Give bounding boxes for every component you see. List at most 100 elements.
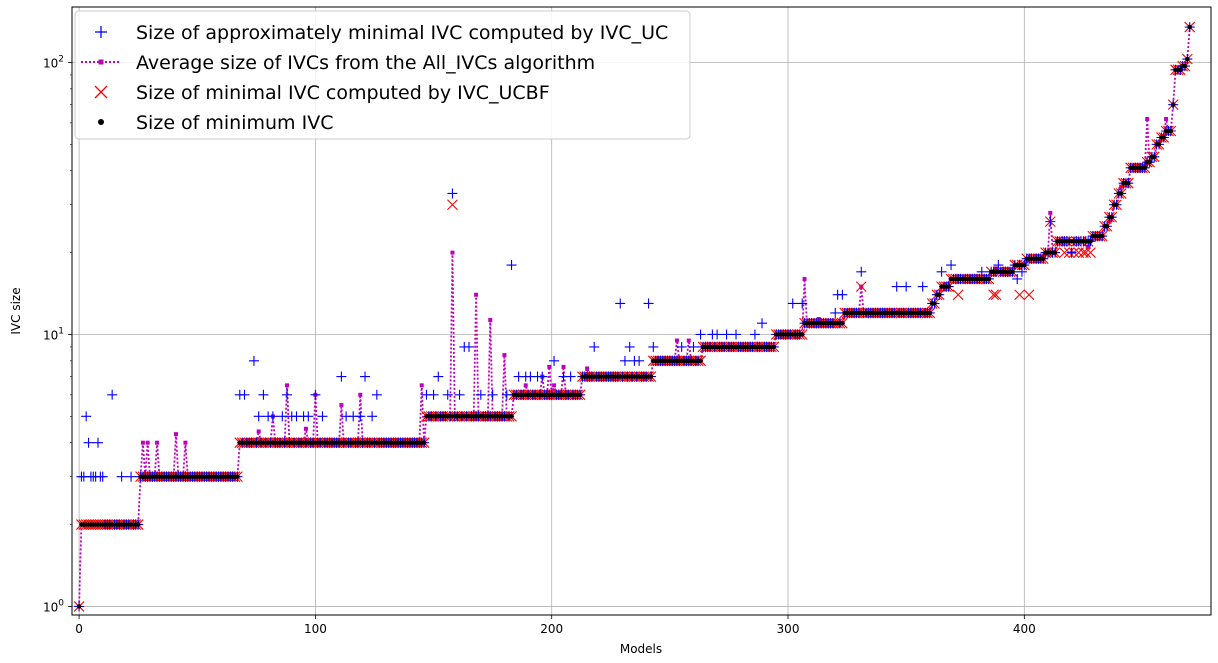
all-ivcs-point <box>1119 184 1124 189</box>
uc-point <box>695 329 706 340</box>
uc-point <box>126 471 137 482</box>
uc-point <box>463 341 474 352</box>
uc-point <box>310 389 321 400</box>
uc-point <box>565 371 576 382</box>
minimum-point <box>946 284 951 289</box>
uc-point <box>731 329 742 340</box>
uc-point <box>258 389 269 400</box>
x-tick-label: 200 <box>540 622 563 636</box>
minimum-point <box>1142 165 1148 171</box>
all-ivcs-point <box>488 318 493 323</box>
legend-label-ucbf: Size of minimal IVC computed by IVC_UCBF <box>136 82 550 104</box>
minimum-point <box>76 604 82 609</box>
ucbf-point <box>447 199 458 211</box>
legend-entry-all: Average size of IVCs from the All_IVCs a… <box>81 52 595 74</box>
uc-point <box>901 281 912 292</box>
minimum-point <box>1161 135 1166 140</box>
uc-point <box>447 188 458 199</box>
all-ivcs-point <box>552 383 557 388</box>
uc-point <box>83 437 94 448</box>
all-ivcs-point <box>303 426 308 431</box>
all-ivcs-point <box>1164 116 1169 121</box>
uc-point <box>676 341 687 352</box>
uc-point <box>97 471 108 482</box>
all-ivcs-point <box>183 440 188 445</box>
uc-point <box>712 329 723 340</box>
minimum-point <box>648 374 654 379</box>
uc-point <box>428 389 439 400</box>
uc-point <box>1016 266 1027 277</box>
uc-point <box>688 341 699 352</box>
minimum-point <box>1185 56 1190 62</box>
minimum-point <box>927 310 932 316</box>
all-ivcs-point <box>173 432 178 437</box>
uc-point <box>837 289 848 300</box>
uc-point <box>239 389 250 400</box>
uc-point <box>917 281 928 292</box>
minimum-point <box>698 358 703 364</box>
uc-point <box>946 260 957 271</box>
minimum-point <box>1168 128 1174 134</box>
uc-point <box>360 371 371 382</box>
minimum-point <box>840 321 845 326</box>
minimum-point <box>986 276 992 282</box>
minimum-point <box>509 414 514 419</box>
legend-entry-ucbf: Size of minimal IVC computed by IVC_UCBF <box>94 82 550 104</box>
legend-label-uc: Size of approximately minimal IVC comput… <box>136 22 668 44</box>
uc-point <box>1045 216 1056 227</box>
uc-point <box>830 307 841 318</box>
uc-point <box>433 371 444 382</box>
uc-point <box>797 298 808 309</box>
legend-entry-min: Size of minimum IVC <box>98 112 333 134</box>
x-axis-title: Models <box>620 642 662 656</box>
uc-point <box>891 281 902 292</box>
uc-point <box>442 389 453 400</box>
uc-point <box>367 411 378 422</box>
uc-point <box>648 341 659 352</box>
legend-square-marker <box>98 59 104 65</box>
uc-point <box>475 389 486 400</box>
minimum-point <box>1114 202 1119 207</box>
uc-point <box>1012 273 1023 284</box>
all-ivcs-point <box>523 383 528 388</box>
ucbf-point <box>1085 247 1096 258</box>
minimum-point <box>1022 262 1027 268</box>
legend-label-all: Average size of IVCs from the All_IVCs a… <box>136 52 595 74</box>
minimum-point <box>1104 224 1110 229</box>
series-minimum-ivc <box>76 24 1192 609</box>
minimum-point <box>771 344 777 350</box>
ucbf-point <box>988 289 999 301</box>
all-ivcs-point <box>419 383 424 388</box>
legend-plus-marker <box>95 26 107 38</box>
ucbf-point <box>1023 289 1035 301</box>
uc-point <box>253 411 264 422</box>
uc-point <box>976 266 987 277</box>
all-ivcs-point <box>547 364 552 369</box>
uc-point <box>787 298 798 309</box>
minimum-point <box>1100 233 1105 239</box>
all-ivcs-point <box>802 276 807 281</box>
uc-point <box>267 411 278 422</box>
plot-frame <box>71 6 1212 616</box>
minimum-point <box>1010 269 1015 274</box>
x-tick-label: 300 <box>777 622 800 636</box>
minimum-point <box>932 301 937 306</box>
uc-point <box>634 355 645 366</box>
uc-point <box>749 329 760 340</box>
uc-point <box>506 260 517 271</box>
uc-point <box>81 411 92 422</box>
uc-point <box>993 260 1004 271</box>
ucbf-point <box>1080 247 1092 258</box>
minimum-point <box>1182 63 1188 69</box>
x-tick-label: 100 <box>304 622 327 636</box>
uc-point <box>107 389 118 400</box>
x-tick-label: 400 <box>1013 622 1036 636</box>
uc-point <box>537 371 548 382</box>
minimum-point <box>1119 191 1124 196</box>
uc-point <box>757 318 768 329</box>
all-ivcs-point <box>358 392 363 397</box>
minimum-point <box>235 474 240 479</box>
uc-point <box>936 266 947 277</box>
uc-point <box>317 411 328 422</box>
